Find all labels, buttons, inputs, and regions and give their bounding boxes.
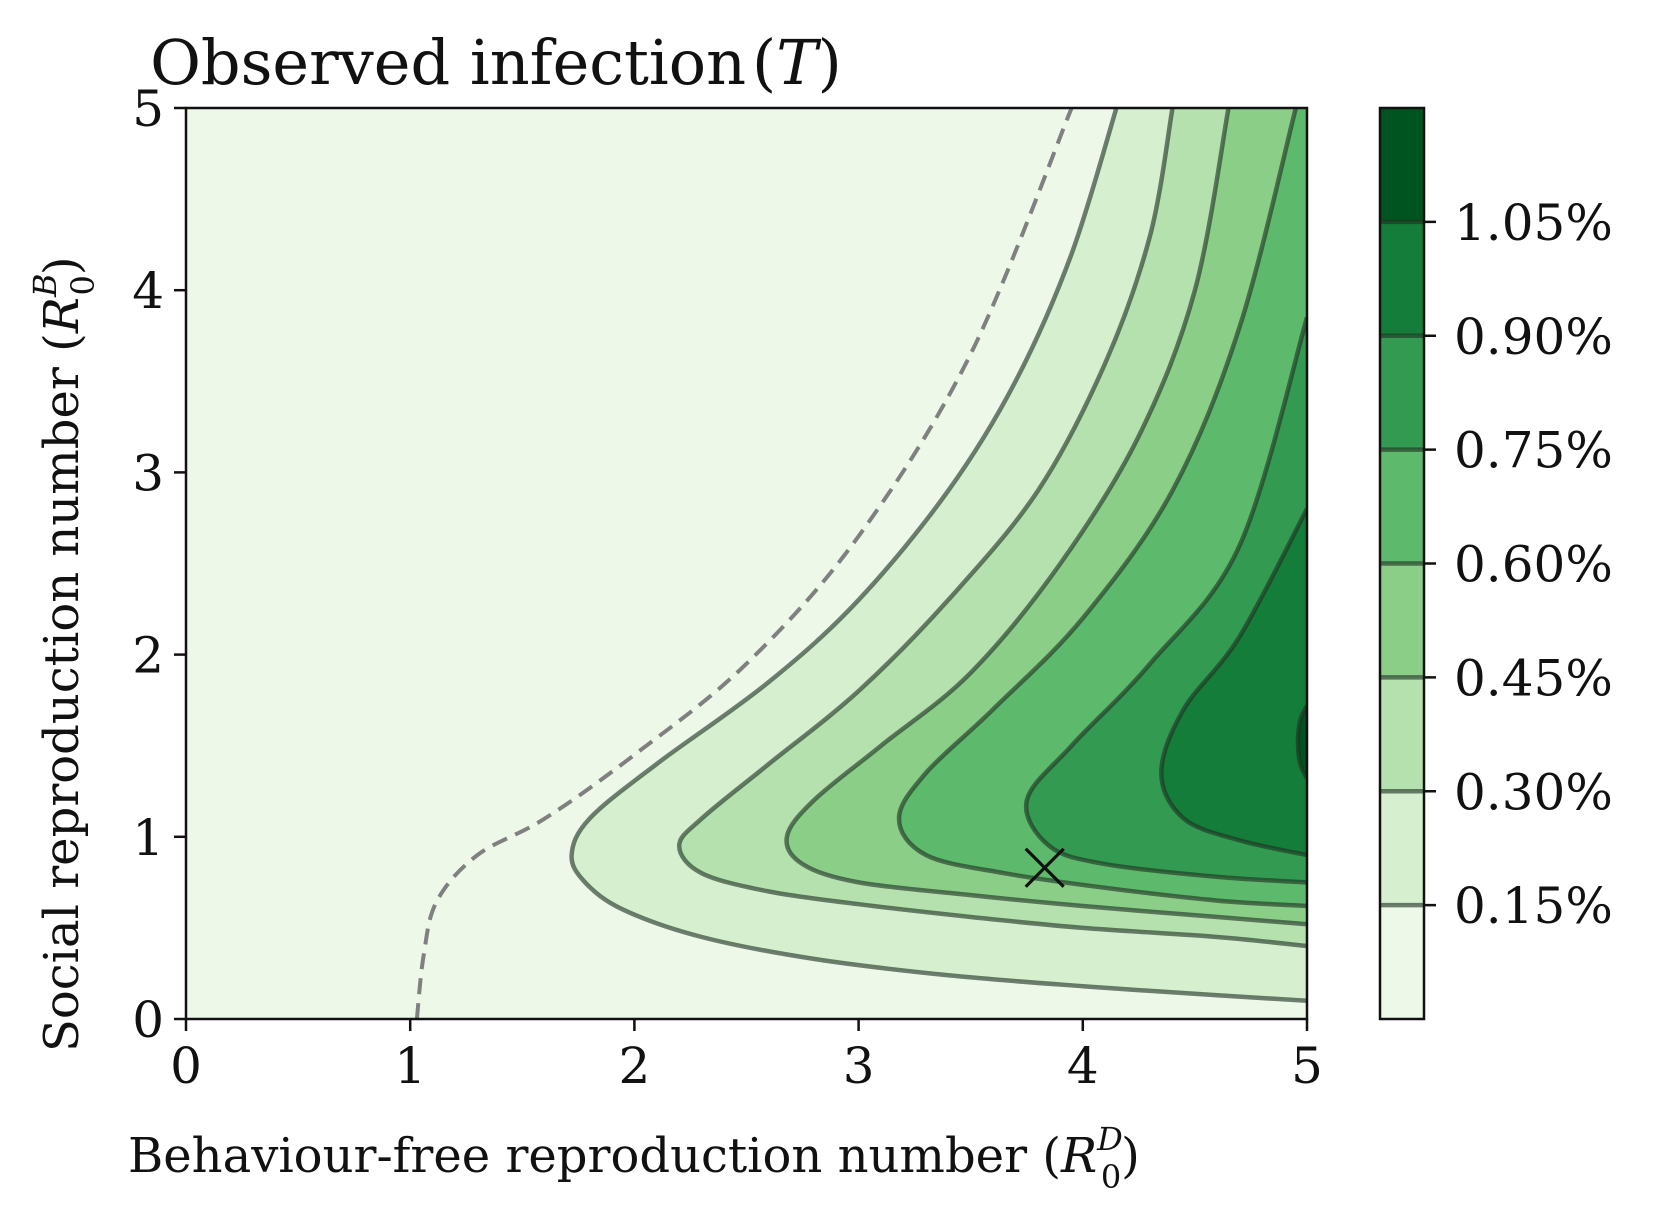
- y-tick-label: 1: [132, 809, 164, 867]
- colorbar-tick-label: 1.05%: [1454, 194, 1613, 252]
- x-axis-label-symbol: (RD 0): [1042, 1120, 1140, 1196]
- y-axis-label: Social reproduction number (RB0): [26, 256, 102, 1052]
- colorbar-tick-label: 0.30%: [1454, 763, 1613, 821]
- title-text: Observed infection: [150, 26, 746, 99]
- plot-frame: [184, 106, 1309, 1021]
- colorbar-band-7: [1380, 108, 1424, 222]
- colorbar-tick-label: 0.45%: [1454, 649, 1613, 707]
- colorbar-frame: [1378, 106, 1426, 1021]
- colorbar-band-6: [1380, 221, 1424, 336]
- x-tick-label: 0: [170, 1037, 202, 1095]
- contour-line-7: [1295, 704, 1307, 780]
- chart-title: Observed infection (T): [150, 26, 842, 99]
- y-tick-label: 0: [132, 991, 164, 1049]
- title-symbol: (T): [752, 26, 842, 99]
- x-tick-label: 3: [843, 1037, 875, 1095]
- y-axis-ticks: 0 1 2 3 4 5: [132, 80, 186, 1049]
- contour-line-6: [1159, 507, 1307, 858]
- colorbar-tick-label: 0.15%: [1454, 877, 1613, 935]
- colorbar-band-0: [1380, 905, 1424, 1019]
- x-tick-label: 2: [618, 1037, 650, 1095]
- marker-x: [1024, 847, 1065, 888]
- x-tick-label: 1: [394, 1037, 426, 1095]
- x-axis-ticks: 0 1 2 3 4 5: [170, 1019, 1323, 1095]
- y-tick-label: 3: [132, 444, 164, 502]
- x-tick-label: 5: [1291, 1037, 1323, 1095]
- colorbar-tick-label: 0.60%: [1454, 536, 1613, 594]
- contour-fill-6: [1161, 508, 1307, 855]
- x-axis-label: Behaviour-free reproduction number (RD 0): [128, 1120, 1140, 1196]
- y-tick-label: 4: [132, 262, 164, 320]
- y-tick-label: 5: [132, 80, 164, 138]
- y-tick-label: 2: [132, 627, 164, 685]
- colorbar-band-4: [1380, 449, 1424, 564]
- x-axis-label-text: Behaviour-free reproduction number (RD 0): [128, 1120, 1140, 1196]
- contour-line-4: [896, 108, 1307, 909]
- contour-line-3: [784, 108, 1307, 927]
- colorbar-band-5: [1380, 335, 1424, 450]
- colorbar-band-3: [1380, 563, 1424, 678]
- colorbar: 0.15% 0.30% 0.45% 0.60% 0.75% 0.90% 1.05%: [1378, 106, 1613, 1021]
- contour-lines: [414, 108, 1307, 1019]
- marker-x-stroke-2: [1024, 847, 1065, 888]
- contour-line-2: [676, 108, 1307, 949]
- colorbar-tick-label: 0.75%: [1454, 422, 1613, 480]
- plot-area: [184, 106, 1309, 1021]
- y-axis-label-words: Social reproduction number: [34, 367, 90, 1052]
- contour-line-1: [569, 108, 1307, 1004]
- colorbar-band-1: [1380, 791, 1424, 906]
- y-axis-label-symbol: (RB0): [26, 256, 102, 351]
- colorbar-tick-label: 0.90%: [1454, 308, 1613, 366]
- x-axis-label-words: Behaviour-free reproduction number: [128, 1128, 1027, 1184]
- y-axis-label-text: Social reproduction number (RB0): [26, 256, 102, 1052]
- contour-line-5: [1023, 316, 1307, 885]
- colorbar-band-2: [1380, 677, 1424, 792]
- x-tick-label: 4: [1067, 1037, 1099, 1095]
- title-symbol-letter: T: [776, 26, 822, 99]
